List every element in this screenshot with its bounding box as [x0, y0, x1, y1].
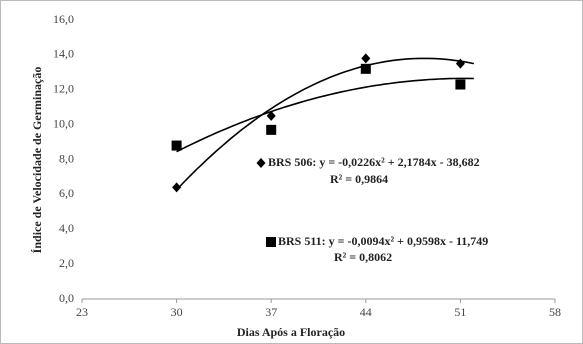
x-tick-label: 23 — [76, 305, 88, 319]
legend-marker — [266, 237, 276, 247]
y-tick-label: 12,0 — [53, 82, 74, 96]
point — [266, 110, 276, 121]
point — [361, 53, 371, 64]
point — [455, 58, 465, 69]
y-tick-label: 16,0 — [53, 12, 74, 26]
y-tick-label: 6,0 — [59, 186, 74, 200]
point — [455, 79, 466, 90]
point — [266, 124, 277, 135]
y-tick-label: 4,0 — [59, 221, 74, 235]
x-tick-label: 37 — [265, 305, 277, 319]
trend-line — [176, 77, 474, 153]
legend-marker — [256, 158, 266, 168]
y-axis-label: Índice de Velocidade de Germinação — [30, 67, 44, 254]
trend-line — [176, 57, 475, 191]
equation: BRS 511: y = -0,0094x² + 0,9598x - 11,74… — [278, 234, 488, 248]
r-squared: R² = 0,9864 — [330, 172, 388, 186]
x-tick-label: 51 — [454, 305, 466, 319]
y-tick-label: 10,0 — [53, 116, 74, 130]
x-axis-label: Dias Após a Floração — [237, 325, 345, 339]
y-tick-label: 0,0 — [59, 291, 74, 305]
point — [360, 63, 371, 74]
y-tick-label: 14,0 — [53, 47, 74, 61]
equation: BRS 506: y = -0,0226x² + 2,1784x - 38,68… — [268, 155, 480, 169]
x-tick-label: 30 — [171, 305, 183, 319]
r-squared: R² = 0,8062 — [334, 250, 392, 264]
x-tick-label: 44 — [360, 305, 372, 319]
point — [172, 182, 182, 193]
point — [171, 140, 182, 151]
y-tick-label: 8,0 — [59, 151, 74, 165]
x-tick-label: 58 — [549, 305, 561, 319]
y-tick-label: 2,0 — [59, 256, 74, 270]
